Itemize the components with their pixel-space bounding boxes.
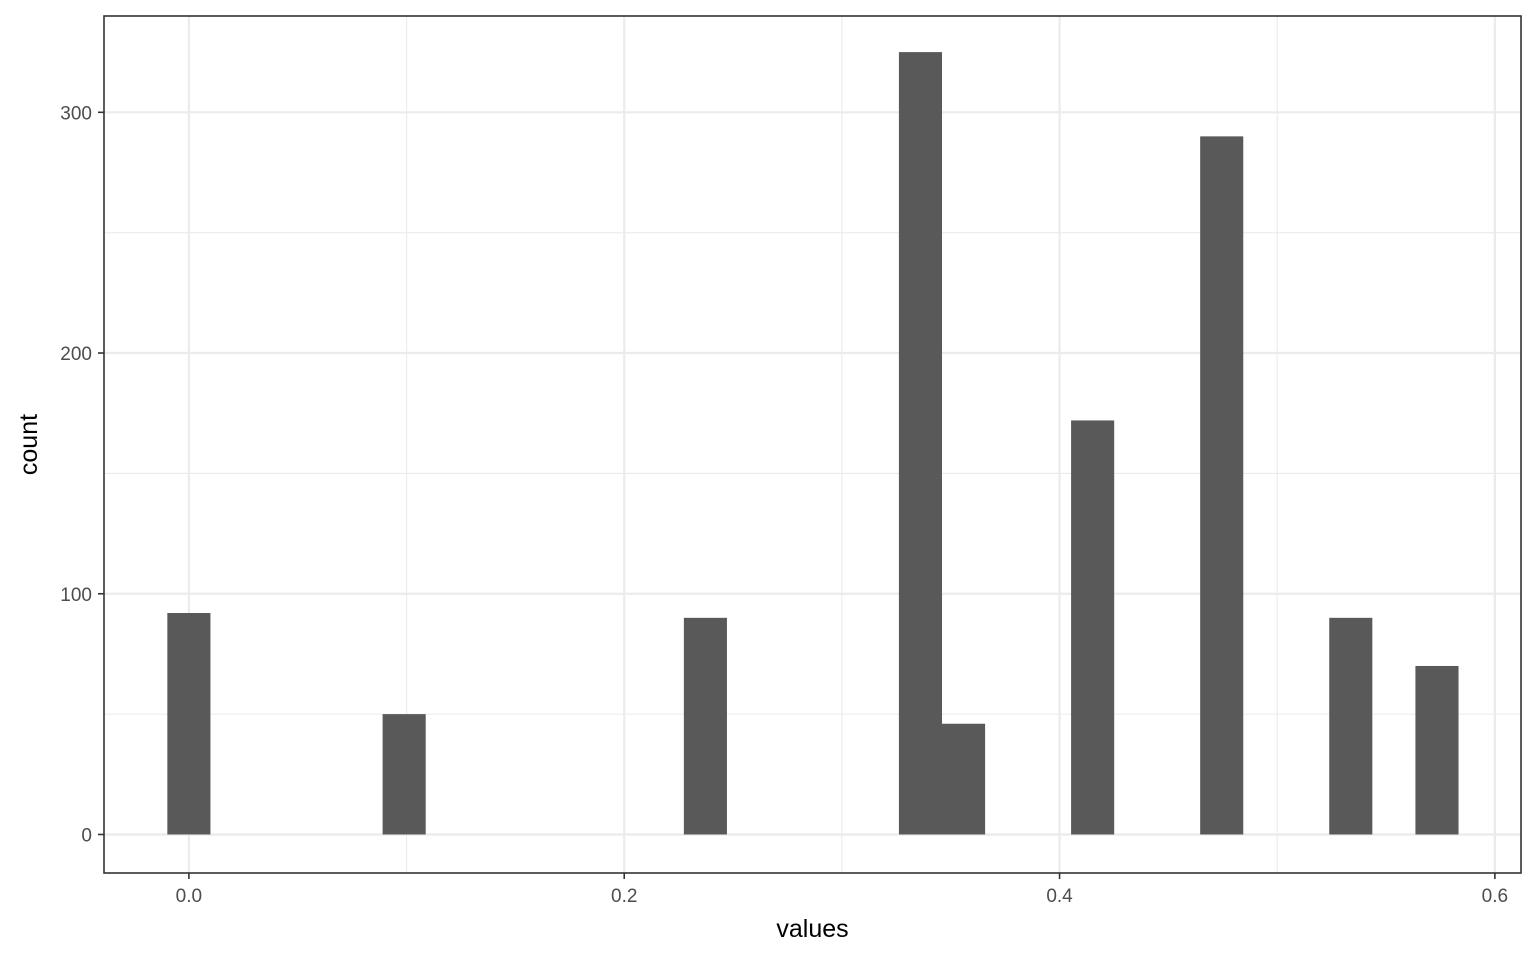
x-axis: 0.0 0.2 0.4 0.6 [176,873,1508,907]
x-tick-label: 0.6 [1482,886,1508,907]
histogram-bars [167,52,1459,835]
histogram-bar [1415,665,1459,835]
grid-lines [104,16,1521,873]
x-axis-title: values [776,915,848,943]
y-tick-label: 0 [81,825,92,846]
y-tick-label: 200 [60,344,92,365]
histogram-bar [1329,617,1373,835]
plot-panel-border [103,15,1522,874]
histogram-bar [1071,420,1115,835]
x-tick-label: 0.0 [176,886,202,907]
histogram-bar [942,723,986,835]
histogram-bar [167,613,211,835]
y-axis: 0 100 200 300 [60,103,104,846]
y-axis-title: count [15,414,43,475]
y-tick-label: 300 [60,103,92,124]
histogram-bar [898,52,943,835]
x-tick-label: 0.2 [611,886,637,907]
histogram-bar [1200,136,1244,835]
histogram-bar [382,714,426,835]
histogram-bar [683,617,727,835]
x-tick-label: 0.4 [1046,886,1073,907]
y-tick-label: 100 [60,585,92,606]
